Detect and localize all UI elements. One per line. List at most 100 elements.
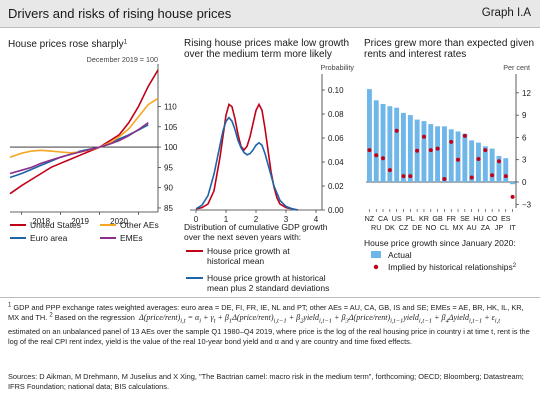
chart1-title: House prices rose sharply1 [8,39,128,51]
header-bar: Drivers and risks of rising house prices… [0,0,540,27]
chart3-dot-KR [422,134,426,139]
chart3-x-tick-label: NZ [365,214,375,223]
graph-id: Graph I.A [481,7,531,19]
chart3-bar-SE [462,133,468,182]
chart2-title: over the medium term more likely [184,49,332,60]
chart3-y-tick-label: 6 [522,133,527,142]
chart2-xlabel: over the next seven years with: [184,232,301,242]
chart3-bar-MX [455,131,461,182]
chart3-dot-RU [374,153,379,158]
chart2-y-tick-label: 0.10 [328,86,344,95]
chart3-bar-HU [476,142,481,182]
chart1-legend-label: Other AEs [120,220,159,230]
chart3-bar-FR [448,129,454,182]
chart3-x-tick-label: CO [487,214,498,223]
chart1-legend-label: Euro area [30,233,68,243]
chart1-y-tick-label: 100 [164,143,178,152]
footnote-2-mark: 2 [49,312,53,319]
chart1-x-tick-label: 2020 [110,217,128,226]
chart3-x-tick-label: IT [509,223,516,232]
chart3-dot-PL [408,174,413,179]
chart3-bar-US [394,107,400,182]
chart3-bar-CL [442,126,447,182]
chart3-unit-label: Per cent [503,63,530,72]
chart3-bar-PL [407,115,413,182]
chart3-dot-JP [497,159,501,164]
chart3-dot-CA [381,156,385,161]
chart2-density-line-1 [195,116,299,211]
chart3-x-tick-label: NO [425,223,436,232]
chart3-x-tick-label: AU [467,223,477,232]
chart3-bar-IT [510,182,515,185]
chart3-title: rents and interest rates [364,49,466,60]
page-title: Drivers and risks of rising house prices [8,6,232,21]
footnotes: 1 GDP and PPP exchange rates weighted av… [8,303,534,347]
chart3-bar-CZ [401,112,406,182]
chart3-dot-MX [456,157,460,162]
chart3-bar-NZ [367,89,372,182]
chart3-x-tick-label: KR [419,214,429,223]
chart2-x-tick-label: 3 [284,215,289,224]
chart3-dot-AU [469,175,474,180]
chart3-bar-ES [503,158,509,182]
chart3-bar-CO [489,148,495,182]
chart3-dot-HU [476,157,481,161]
chart3-dot-NO [428,148,433,153]
chart1-x-tick-label: 2019 [71,217,89,226]
chart3-y-tick-label: 0 [522,178,527,187]
chart3-bar-CA [380,104,386,182]
chart1-unit-label: December 2019 = 100 [87,55,158,64]
footnote-2-intro: Based on the regression [54,313,135,322]
chart3-bar-JP [496,156,502,182]
chart2-legend-label: historical mean [207,256,264,266]
chart3-x-tick-label: CA [378,214,388,223]
chart1-legend-label: United States [30,220,81,230]
chart2-legend-label: House price growth at historical [207,273,326,283]
chart2-xlabel: Distribution of cumulative GDP growth [184,222,328,232]
chart3-dot-CO [490,173,495,178]
chart2-title: Rising house prices make low growth [184,38,349,49]
regression-equation: Δ(price/rent)i,t = αi + γt + β1Δ(price/r… [136,313,501,325]
chart3-dot-ES [503,174,508,179]
chart3-y-tick-label: 12 [522,89,531,98]
chart2-x-tick-label: 4 [314,215,319,224]
chart3-x-tick-label: CZ [399,223,409,232]
chart2-legend-label: House price growth at [207,246,290,256]
chart3-dot-CZ [401,174,406,179]
chart3-x-tick-label: PL [406,214,415,223]
chart3-dot-DK [387,168,392,173]
chart3-legend-label: Implied by historical relationships2 [388,262,517,272]
chart3-dot-GB [435,146,440,151]
chart3-x-tick-label: SE [460,214,470,223]
footnote-2-rest: estimated on an unbalanced panel of 13 A… [8,326,530,346]
chart1-y-tick-label: 85 [164,204,173,213]
chart3-x-tick-label: DK [385,223,395,232]
chart3-bar-ZA [482,146,488,182]
chart3-bar-NO [428,124,434,182]
chart3-dot-DE [415,148,420,153]
chart3-x-tick-label: US [392,214,402,223]
chart2-x-tick-label: 1 [224,215,229,224]
chart3-dot-CL [442,177,447,181]
chart1-y-tick-label: 90 [164,184,173,193]
chart3-dot-ZA [483,148,488,153]
chart1-y-tick-label: 95 [164,163,173,172]
chart2-y-tick-label: 0.04 [328,158,344,167]
chart3-x-tick-label: GB [432,214,443,223]
chart2-unit-label: Probability [320,63,354,72]
footnote-divider [0,297,540,298]
chart3-legend-swatch-dot [373,264,379,270]
header-divider [0,27,540,28]
chart3-legend-label: Actual [388,250,412,260]
chart3-x-tick-label: JP [495,223,504,232]
chart1-legend-label: EMEs [120,233,143,243]
chart1-y-tick-label: 105 [164,123,178,132]
chart3-y-tick-label: 3 [522,156,527,165]
footnote-1: GDP and PPP exchange rates weighted aver… [8,303,524,322]
chart3-x-tick-label: FR [446,214,456,223]
chart3-bar-GB [435,126,440,182]
chart2-density-line-0 [195,102,299,211]
sources: Sources: D Aikman, M Drehmann, M Juseliu… [8,372,524,391]
chart3-x-tick-label: RU [371,223,381,232]
chart3-dot-FR [449,139,454,144]
